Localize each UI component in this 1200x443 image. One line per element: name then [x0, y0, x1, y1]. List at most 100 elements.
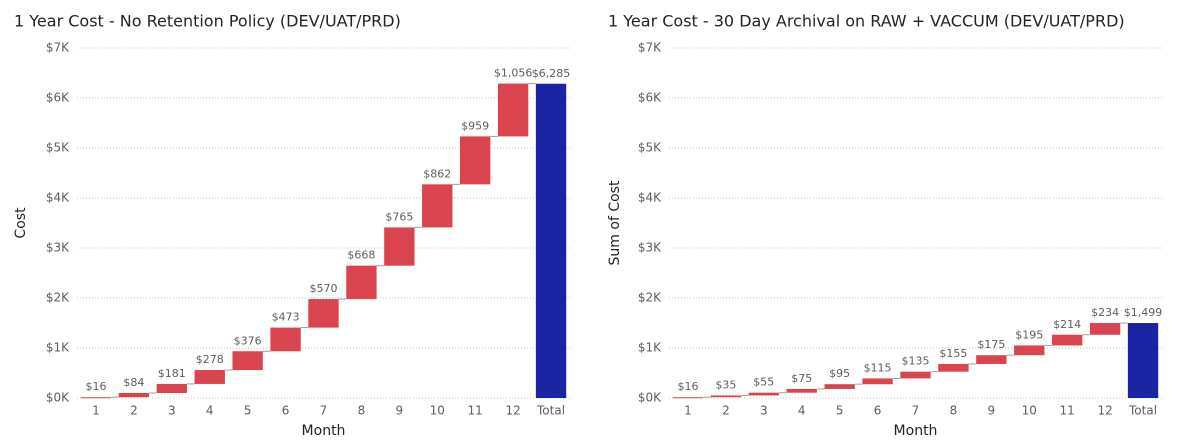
x-tick-label: 12	[505, 404, 520, 418]
increase-bar	[824, 384, 855, 389]
value-label: $1,056	[494, 67, 533, 80]
value-label: $181	[158, 367, 186, 380]
value-label: $195	[1015, 328, 1043, 341]
increase-bar	[976, 355, 1007, 364]
y-tick-label: $7K	[46, 41, 70, 55]
value-label: $473	[272, 311, 300, 324]
x-tick-label: 1	[92, 404, 100, 418]
y-tick-label: $0K	[638, 391, 662, 405]
x-tick-label: 6	[282, 404, 290, 418]
x-tick-label: 4	[206, 404, 214, 418]
value-label: $862	[423, 167, 451, 180]
value-label: $278	[196, 353, 224, 366]
value-label: $959	[461, 119, 489, 132]
increase-bar	[1089, 323, 1121, 335]
x-tick-label: 8	[358, 404, 366, 418]
increase-bar	[497, 83, 529, 137]
x-tick-label: 4	[798, 404, 806, 418]
increase-bar	[80, 397, 112, 399]
increase-bar	[384, 227, 415, 266]
increase-bar	[118, 393, 150, 398]
increase-bar	[938, 363, 969, 372]
x-tick-label: 7	[320, 404, 328, 418]
increase-bar	[156, 383, 187, 393]
increase-bar	[748, 392, 779, 396]
x-tick-label: 11	[468, 404, 483, 418]
x-tick-label: 5	[244, 404, 252, 418]
x-tick-label: 5	[836, 404, 844, 418]
y-tick-label: $5K	[638, 141, 662, 155]
value-label: $155	[939, 347, 967, 360]
value-label: $6,285	[532, 67, 571, 80]
increase-bar	[308, 299, 339, 328]
x-tick-label: 10	[430, 404, 445, 418]
x-tick-label: 7	[912, 404, 920, 418]
y-tick-label: $6K	[638, 91, 662, 105]
value-label: $214	[1053, 318, 1081, 331]
chart-title: 1 Year Cost - 30 Day Archival on RAW + V…	[608, 12, 1125, 31]
increase-bar	[1014, 345, 1045, 356]
x-tick-label: 2	[722, 404, 730, 418]
y-tick-label: $3K	[638, 241, 662, 255]
y-tick-label: $2K	[46, 291, 70, 305]
increase-bar	[1052, 334, 1083, 346]
y-axis-title: Sum of Cost	[607, 180, 623, 265]
increase-bar	[672, 397, 704, 399]
increase-bar	[786, 388, 817, 393]
x-tick-label: 9	[988, 404, 996, 418]
total-bar	[535, 83, 567, 398]
value-label: $55	[753, 376, 774, 389]
y-tick-label: $6K	[46, 91, 70, 105]
x-tick-label: 1	[684, 404, 692, 418]
value-label: $765	[385, 210, 413, 223]
x-tick-label: 11	[1060, 404, 1075, 418]
value-label: $115	[864, 361, 892, 374]
value-label: $16	[677, 380, 698, 393]
increase-bar	[270, 327, 301, 352]
y-tick-label: $1K	[638, 341, 662, 355]
y-tick-label: $1K	[46, 341, 70, 355]
value-label: $668	[347, 249, 375, 262]
x-axis-title: Month	[894, 423, 938, 439]
increase-bar	[232, 351, 263, 371]
value-label: $16	[85, 380, 106, 393]
x-tick-label: 3	[168, 404, 176, 418]
increase-bar	[710, 395, 742, 398]
value-label: $175	[977, 338, 1005, 351]
x-tick-label: 2	[130, 404, 138, 418]
value-label: $135	[902, 355, 930, 368]
x-axis-title: Month	[302, 423, 346, 439]
value-label: $95	[829, 367, 850, 380]
x-tick-label: 3	[760, 404, 768, 418]
x-tick-label: Total	[1128, 404, 1157, 418]
increase-bar	[460, 136, 491, 185]
x-tick-label: 12	[1097, 404, 1112, 418]
increase-bar	[422, 184, 453, 228]
value-label: $35	[715, 378, 736, 391]
value-label: $84	[123, 376, 144, 389]
value-label: $570	[310, 282, 338, 295]
value-label: $234	[1091, 306, 1119, 319]
y-tick-label: $4K	[46, 191, 70, 205]
value-label: $376	[234, 334, 262, 347]
y-tick-label: $7K	[638, 41, 662, 55]
x-tick-label: 9	[396, 404, 404, 418]
y-axis-title: Cost	[13, 207, 29, 239]
value-label: $75	[791, 372, 812, 385]
value-label: $1,499	[1124, 306, 1163, 319]
y-tick-label: $2K	[638, 291, 662, 305]
x-tick-label: 8	[950, 404, 958, 418]
y-tick-label: $0K	[46, 391, 70, 405]
increase-bar	[862, 378, 893, 385]
increase-bar	[900, 371, 931, 379]
x-tick-label: 6	[874, 404, 882, 418]
total-bar	[1127, 323, 1159, 398]
y-tick-label: $5K	[46, 141, 70, 155]
x-tick-label: Total	[536, 404, 565, 418]
increase-bar	[194, 370, 225, 384]
y-tick-label: $3K	[46, 241, 70, 255]
y-tick-label: $4K	[638, 191, 662, 205]
chart-title: 1 Year Cost - No Retention Policy (DEV/U…	[14, 12, 401, 31]
x-tick-label: 10	[1022, 404, 1037, 418]
